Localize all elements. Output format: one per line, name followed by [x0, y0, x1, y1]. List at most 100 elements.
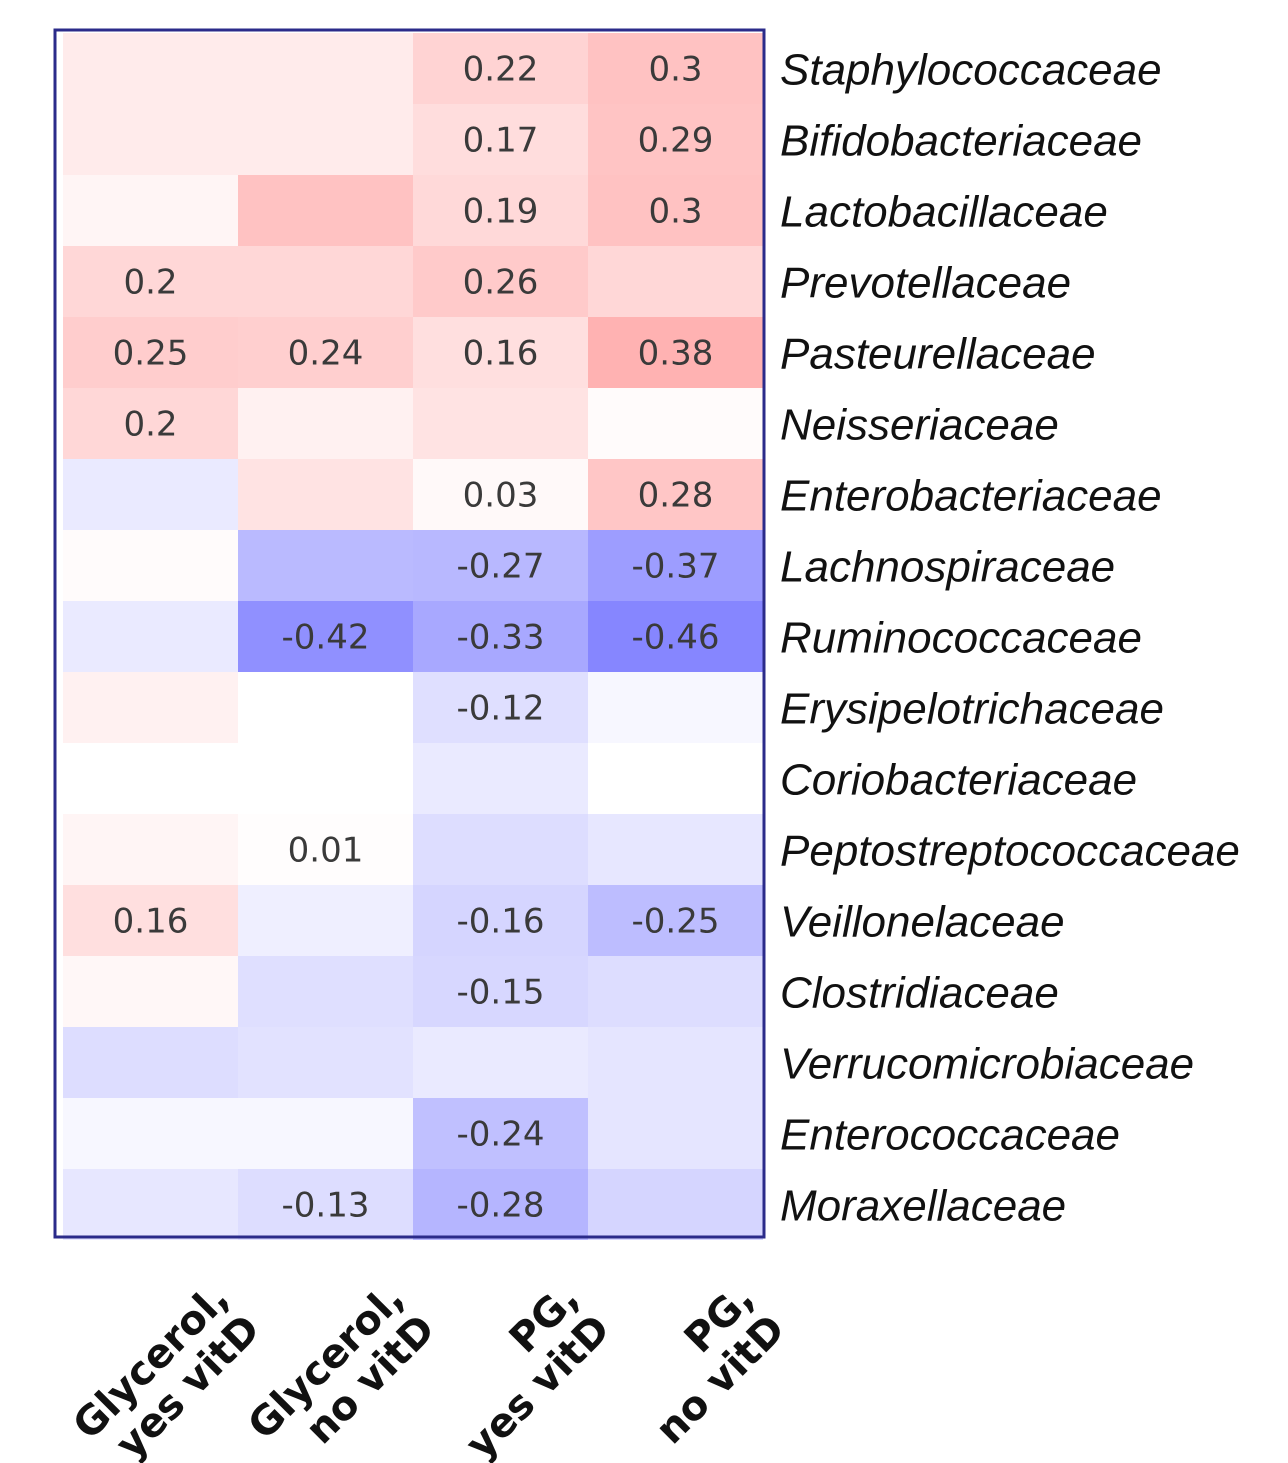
heatmap-cell	[238, 1098, 413, 1169]
heatmap-cell	[413, 175, 588, 246]
cell-value-label: 0.2	[123, 405, 177, 445]
row-label: Ruminococcaceae	[780, 614, 1142, 663]
heatmap-cell	[588, 601, 763, 672]
cell-value-label: 0.22	[463, 50, 539, 90]
row-label: Bifidobacteriaceae	[780, 117, 1142, 166]
heatmap-cell	[63, 33, 238, 104]
heatmap-cell	[238, 459, 413, 530]
heatmap-cell	[63, 743, 238, 814]
row-label: Pasteurellaceae	[780, 330, 1096, 379]
heatmap-cell	[238, 317, 413, 388]
heatmap-cell	[238, 388, 413, 459]
heatmap-cell	[63, 530, 238, 601]
cell-value-label: 0.29	[638, 121, 714, 161]
cell-value-label: 0.16	[113, 902, 189, 942]
heatmap-cell	[588, 814, 763, 885]
column-label: Glycerol,yes vitD	[64, 1275, 269, 1463]
heatmap-cell	[238, 956, 413, 1027]
heatmap-cell	[588, 33, 763, 104]
cell-value-label: 0.26	[463, 263, 539, 303]
heatmap-cell	[238, 743, 413, 814]
heatmap-cell	[238, 814, 413, 885]
heatmap-cell	[588, 317, 763, 388]
heatmap-cell	[413, 104, 588, 175]
row-label: Coriobacteriaceae	[780, 756, 1137, 805]
heatmap-cell	[413, 814, 588, 885]
cell-value-label: -0.28	[457, 1186, 545, 1226]
heatmap-cell	[238, 33, 413, 104]
row-label: Enterococcaceae	[780, 1111, 1120, 1160]
cell-value-label: 0.24	[288, 334, 364, 374]
heatmap-cell	[413, 743, 588, 814]
row-label: Enterobacteriaceae	[780, 472, 1162, 521]
heatmap-cell	[63, 672, 238, 743]
heatmap-cell	[413, 1027, 588, 1098]
cell-value-label: -0.33	[457, 618, 545, 658]
cell-value-label: 0.3	[648, 192, 702, 232]
heatmap-cell	[413, 459, 588, 530]
heatmap-cell	[63, 1027, 238, 1098]
heatmap-cell	[413, 33, 588, 104]
heatmap-cell	[413, 530, 588, 601]
row-label: Moraxellaceae	[780, 1182, 1066, 1231]
cell-value-label: 0.16	[463, 334, 539, 374]
heatmap-cell	[588, 672, 763, 743]
heatmap-cell	[588, 246, 763, 317]
heatmap-cells	[63, 33, 763, 1240]
heatmap-cell	[588, 1098, 763, 1169]
row-label: Veillonelaceae	[780, 898, 1065, 947]
row-label: Neisseriaceae	[780, 401, 1059, 450]
row-label: Lachnospiraceae	[780, 543, 1115, 592]
heatmap-cell	[63, 459, 238, 530]
cell-value-label: -0.12	[457, 689, 545, 729]
cell-value-label: -0.27	[457, 547, 545, 587]
heatmap-cell	[63, 317, 238, 388]
row-label: Peptostreptococcaceae	[780, 827, 1240, 876]
cell-value-label: -0.46	[632, 618, 720, 658]
row-label: Erysipelotrichaceae	[780, 685, 1164, 734]
row-label: Clostridiaceae	[780, 969, 1059, 1018]
heatmap-cell	[588, 1027, 763, 1098]
row-label: Verrucomicrobiaceae	[780, 1040, 1194, 1089]
heatmap-cell	[588, 956, 763, 1027]
heatmap-cell	[238, 601, 413, 672]
heatmap-cell	[63, 956, 238, 1027]
cell-value-label: -0.25	[632, 902, 720, 942]
row-label: Lactobacillaceae	[780, 188, 1108, 237]
cell-value-label: 0.2	[123, 263, 177, 303]
heatmap-cell	[63, 1169, 238, 1240]
heatmap-cell	[63, 814, 238, 885]
heatmap-cell	[588, 885, 763, 956]
heatmap-cell	[63, 1098, 238, 1169]
heatmap-cell	[238, 1169, 413, 1240]
row-label: Prevotellaceae	[780, 259, 1071, 308]
heatmap-frame	[53, 28, 766, 1239]
heatmap-cell	[588, 530, 763, 601]
heatmap-cell	[63, 246, 238, 317]
cell-value-label: -0.24	[457, 1115, 545, 1155]
heatmap-cell	[238, 672, 413, 743]
row-labels: Staphylococcaceae Bifidobacteriaceae Lacto…	[780, 46, 1240, 1231]
cell-value-label: -0.42	[282, 618, 370, 658]
heatmap-cell	[238, 175, 413, 246]
heatmap-cell	[63, 885, 238, 956]
cell-value-label: -0.15	[457, 973, 545, 1013]
heatmap-cell	[413, 1098, 588, 1169]
heatmap-cell	[63, 601, 238, 672]
cell-value-label: 0.38	[638, 334, 714, 374]
cell-value-label: -0.37	[632, 547, 720, 587]
heatmap-cell	[413, 246, 588, 317]
cell-value-label: 0.03	[463, 476, 539, 516]
heatmap-cell	[588, 175, 763, 246]
cell-value-label: 0.28	[638, 476, 714, 516]
cell-value-label: 0.3	[648, 50, 702, 90]
heatmap-cell	[238, 530, 413, 601]
heatmap-cell	[413, 317, 588, 388]
heatmap-cell	[588, 743, 763, 814]
heatmap-cell	[588, 104, 763, 175]
cell-value-label: -0.13	[282, 1186, 370, 1226]
heatmap-cell	[238, 885, 413, 956]
heatmap-cell	[238, 104, 413, 175]
heatmap-cell	[588, 1169, 763, 1240]
